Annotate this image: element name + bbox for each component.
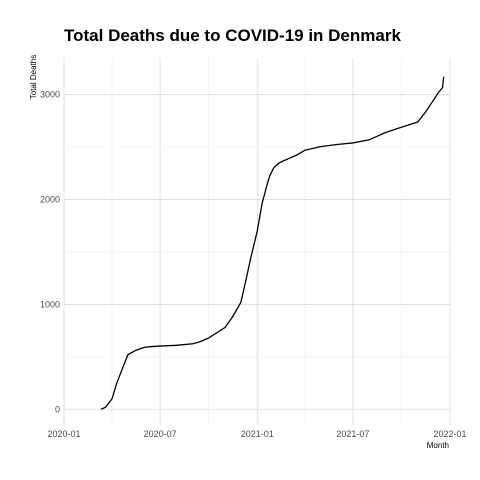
x-tick-label: 2021-07 bbox=[336, 429, 369, 439]
y-axis-tick-labels: 0 1000 2000 3000 bbox=[40, 90, 60, 415]
series-line bbox=[100, 76, 445, 410]
y-tick-label: 2000 bbox=[40, 195, 60, 205]
x-tick-label: 2020-07 bbox=[144, 429, 177, 439]
x-axis-tick-labels: 2020-01 2020-07 2021-01 2021-07 2022-01 bbox=[47, 429, 466, 439]
y-tick-label: 3000 bbox=[40, 90, 60, 100]
y-tick-label: 0 bbox=[55, 404, 60, 414]
series-layer bbox=[100, 76, 445, 410]
chart-title: Total Deaths due to COVID-19 in Denmark bbox=[64, 26, 401, 45]
y-tick-label: 1000 bbox=[40, 299, 60, 309]
x-tick-label: 2021-01 bbox=[241, 429, 274, 439]
major-gridlines bbox=[63, 58, 451, 425]
x-tick-label: 2020-01 bbox=[47, 429, 80, 439]
y-axis-title: Total Deaths bbox=[29, 55, 38, 99]
x-axis-title: Month bbox=[427, 441, 449, 450]
x-tick-label: 2022-01 bbox=[433, 429, 466, 439]
